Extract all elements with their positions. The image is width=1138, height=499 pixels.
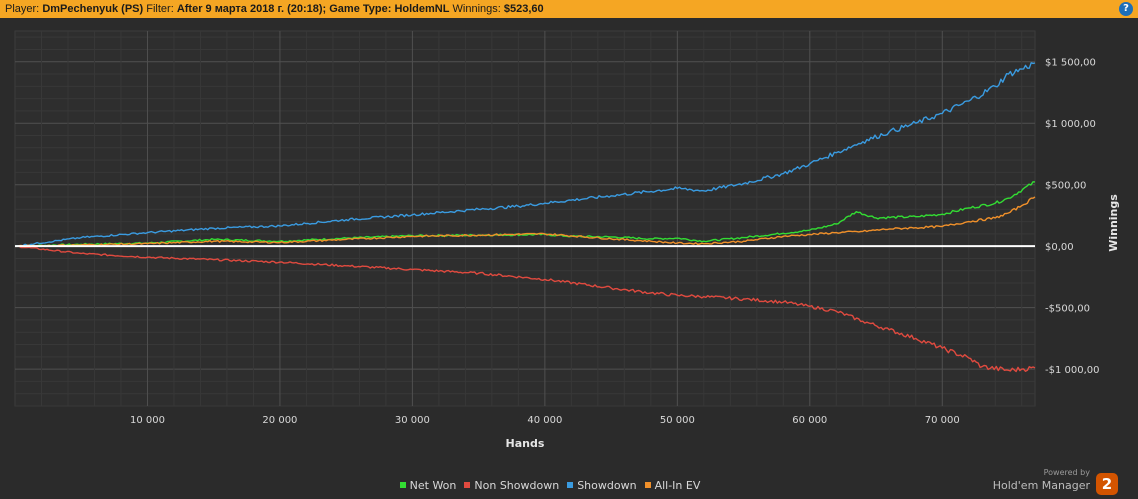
y-axis-label: Winnings xyxy=(1107,194,1120,252)
legend-label: All-In EV xyxy=(654,479,701,492)
x-tick-label: 40 000 xyxy=(527,415,562,426)
brand-name: Hold'em Manager xyxy=(992,479,1090,492)
x-tick-label: 10 000 xyxy=(130,415,165,426)
filter-value: After 9 марта 2018 г. (20:18); Game Type… xyxy=(176,3,450,15)
y-tick-label: $500,00 xyxy=(1045,181,1086,192)
filter-label: Filter: xyxy=(146,3,174,15)
legend-label: Showdown xyxy=(577,479,637,492)
x-grid xyxy=(40,31,1023,406)
winnings-label: Winnings: xyxy=(452,3,501,15)
legend-item-showdown[interactable]: Showdown xyxy=(567,479,637,492)
series-line-showdown xyxy=(14,62,1036,247)
series-lines xyxy=(14,62,1036,373)
x-axis-label: Hands xyxy=(506,437,545,450)
x-tick-label: 70 000 xyxy=(925,415,960,426)
x-tick-label: 60 000 xyxy=(792,415,827,426)
legend-swatch xyxy=(464,482,471,488)
player-value: DmPechenyuk (PS) xyxy=(42,3,144,15)
legend-label: Net Won xyxy=(409,479,457,492)
x-tick-label: 20 000 xyxy=(262,415,297,426)
powered-by-label: Powered by xyxy=(1043,468,1090,477)
winnings-chart: 10 000 20 000 30 000 40 000 50 000 60 000 70 0… xyxy=(14,30,1120,450)
legend-item-all-in-ev[interactable]: All-In EV xyxy=(644,479,701,492)
y-tick-label: $1 000,00 xyxy=(1045,119,1096,130)
x-tick-labels: 10 000 20 000 30 000 40 000 50 000 60 000 70 0… xyxy=(130,415,960,426)
holdem-manager-brand: Powered by Hold'em Manager 2 xyxy=(993,468,1128,496)
help-icon[interactable]: ? xyxy=(1119,2,1133,16)
hm2-logo-icon: 2 xyxy=(1096,473,1118,495)
y-tick-label: $0,00 xyxy=(1045,242,1074,253)
winnings-value: $523,60 xyxy=(503,3,544,15)
legend-label: Non Showdown xyxy=(474,479,560,492)
chart-legend: Net Won Non Showdown Showdown All-In EV xyxy=(0,479,1100,493)
legend-swatch xyxy=(399,482,406,488)
y-tick-label: $1 500,00 xyxy=(1045,58,1096,69)
plot-area xyxy=(14,30,1036,407)
x-tick-label: 30 000 xyxy=(395,415,430,426)
legend-item-non-showdown[interactable]: Non Showdown xyxy=(464,479,559,492)
y-tick-label: -$1 000,00 xyxy=(1045,365,1100,376)
series-line-non-showdown xyxy=(14,245,1036,373)
y-tick-label: -$500,00 xyxy=(1045,304,1090,315)
legend-item-net-won[interactable]: Net Won xyxy=(399,479,457,492)
header-bar: Player: DmPechenyuk (PS) Filter: After 9… xyxy=(0,0,1138,18)
y-tick-labels: $1 500,00 $1 000,00 $500,00 $0,00 -$500,00 -$… xyxy=(1045,58,1100,376)
legend-swatch xyxy=(567,482,574,488)
legend-swatch xyxy=(644,482,651,488)
x-tick-label: 50 000 xyxy=(660,415,695,426)
player-label: Player: xyxy=(5,3,40,15)
series-line-all-in-ev xyxy=(14,196,1036,248)
